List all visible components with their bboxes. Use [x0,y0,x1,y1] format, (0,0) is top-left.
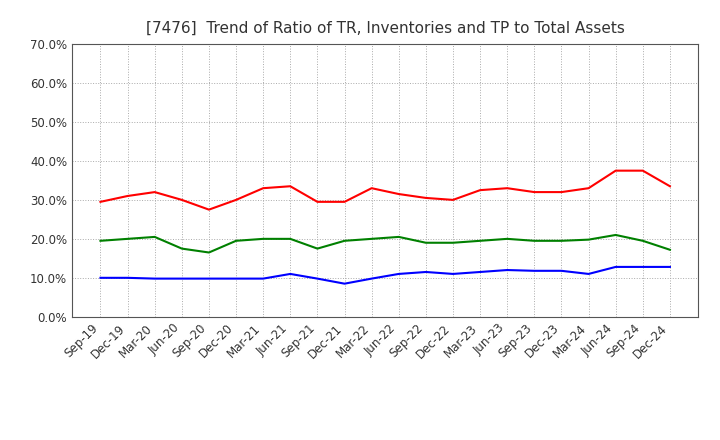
Trade Receivables [341,199,349,205]
Trade Payables [395,234,403,239]
Inventories [449,271,457,277]
Trade Receivables [367,186,376,191]
Inventories [367,276,376,281]
Trade Receivables [123,193,132,198]
Inventories [503,268,511,273]
Trade Payables [123,236,132,242]
Trade Payables [665,247,674,253]
Inventories [557,268,566,273]
Trade Payables [584,237,593,242]
Trade Payables [96,238,105,243]
Trade Receivables [530,190,539,195]
Trade Receivables [286,183,294,189]
Trade Payables [313,246,322,251]
Trade Receivables [232,197,240,202]
Trade Payables [503,236,511,242]
Inventories [232,276,240,281]
Trade Receivables [476,187,485,193]
Trade Receivables [557,190,566,195]
Trade Payables [150,234,159,239]
Trade Payables [286,236,294,242]
Inventories [178,276,186,281]
Trade Receivables [449,197,457,202]
Inventories [665,264,674,270]
Inventories [96,275,105,280]
Trade Payables [232,238,240,243]
Line: Trade Receivables: Trade Receivables [101,171,670,209]
Inventories [395,271,403,277]
Trade Payables [449,240,457,246]
Trade Payables [611,232,620,238]
Trade Receivables [665,183,674,189]
Trade Receivables [395,191,403,197]
Inventories [584,271,593,277]
Line: Inventories: Inventories [101,267,670,284]
Trade Payables [557,238,566,243]
Trade Payables [204,250,213,255]
Inventories [341,281,349,286]
Trade Payables [639,238,647,243]
Trade Payables [476,238,485,243]
Trade Receivables [259,186,268,191]
Trade Receivables [421,195,430,201]
Inventories [313,276,322,281]
Trade Payables [259,236,268,242]
Trade Receivables [204,207,213,212]
Trade Receivables [178,197,186,202]
Inventories [123,275,132,280]
Title: [7476]  Trend of Ratio of TR, Inventories and TP to Total Assets: [7476] Trend of Ratio of TR, Inventories… [145,21,625,36]
Trade Payables [367,236,376,242]
Inventories [476,269,485,275]
Inventories [639,264,647,270]
Trade Receivables [584,186,593,191]
Inventories [421,269,430,275]
Inventories [204,276,213,281]
Trade Payables [530,238,539,243]
Trade Receivables [503,186,511,191]
Trade Receivables [639,168,647,173]
Inventories [150,276,159,281]
Trade Receivables [611,168,620,173]
Inventories [611,264,620,270]
Trade Payables [341,238,349,243]
Trade Receivables [150,190,159,195]
Trade Payables [421,240,430,246]
Trade Payables [178,246,186,251]
Inventories [530,268,539,273]
Line: Trade Payables: Trade Payables [101,235,670,253]
Trade Receivables [313,199,322,205]
Inventories [259,276,268,281]
Trade Receivables [96,199,105,205]
Inventories [286,271,294,277]
